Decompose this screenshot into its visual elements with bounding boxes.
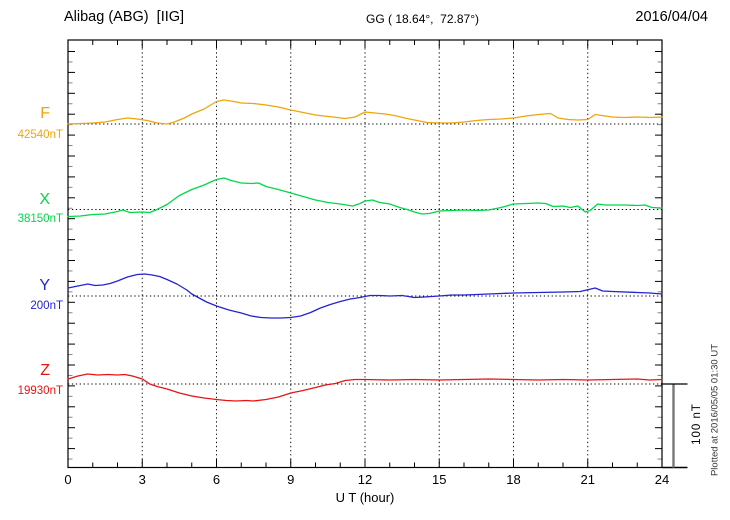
channel-base-z: 19930nT — [17, 385, 63, 397]
plotted-timestamp: Plotted at 2016/05/05 01:30 UT — [709, 343, 721, 477]
trace-Y — [67, 273, 663, 319]
plot-date: 2016/04/04 — [635, 9, 708, 25]
x-axis-title: U T (hour) — [335, 490, 395, 505]
trace-F — [67, 99, 663, 125]
x-tick-label-0: 0 — [64, 472, 72, 487]
x-tick-label-21: 21 — [580, 472, 595, 487]
x-tick-label-9: 9 — [287, 472, 295, 487]
channel-label-f: F — [40, 105, 50, 122]
x-tick-label-24: 24 — [654, 472, 670, 487]
trace-Z — [67, 373, 663, 402]
channel-label-x: X — [39, 191, 50, 208]
trace-X — [67, 177, 663, 218]
x-tick-label-3: 3 — [138, 472, 146, 487]
channel-base-f: 42540nT — [17, 129, 63, 141]
geographic-coords: GG ( 18.64°, 72.87°) — [366, 12, 479, 26]
plot-frame — [67, 39, 663, 469]
scale-bar-label: 100 nT — [691, 403, 703, 445]
x-tick-label-15: 15 — [432, 472, 447, 487]
x-tick-label-12: 12 — [357, 472, 373, 487]
station-title: Alibag (ABG) [IIG] — [64, 9, 185, 25]
x-tick-label-18: 18 — [506, 472, 521, 487]
channel-label-y: Y — [39, 277, 50, 294]
channel-label-z: Z — [40, 362, 50, 379]
channel-base-y: 200nT — [30, 300, 63, 312]
x-tick-label-6: 6 — [212, 472, 221, 487]
channel-base-x: 38150nT — [17, 213, 63, 225]
